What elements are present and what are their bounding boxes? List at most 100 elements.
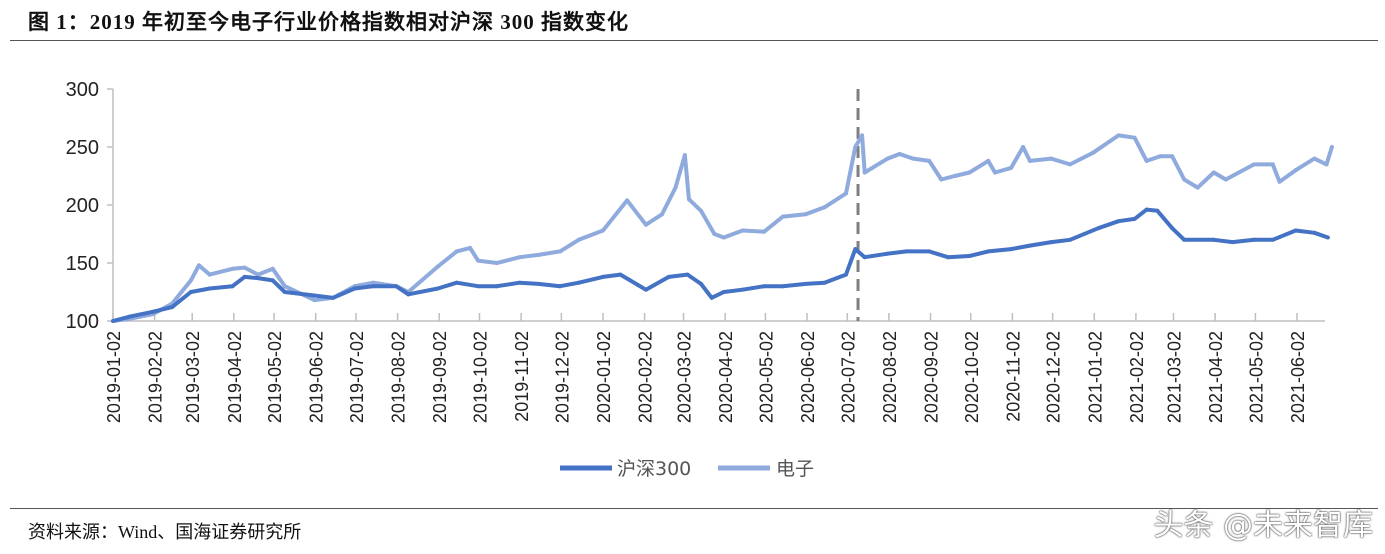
data-point [312, 293, 317, 298]
data-point [1132, 216, 1137, 221]
x-axis: 2019-01-02 2019-02-02 2019-03-02 2019-04-02… [104, 313, 1325, 423]
data-point [780, 284, 785, 289]
data-point [945, 255, 950, 260]
y-tick-label: 300 [66, 79, 99, 101]
series-line-hs300 [112, 207, 1329, 323]
data-point [558, 249, 563, 254]
data-point [494, 284, 499, 289]
x-tick-label: 2020-04-02 [716, 331, 736, 423]
data-point [822, 280, 827, 285]
data-point [1195, 185, 1200, 190]
data-point [282, 284, 287, 289]
x-tick-label: 2020-02-02 [636, 331, 656, 423]
data-point [454, 280, 459, 285]
data-point [897, 151, 902, 156]
x-tick-label: 2019-12-02 [552, 331, 572, 423]
data-point [666, 274, 671, 279]
legend-label-hs300: 沪深300 [617, 458, 691, 480]
data-point [1293, 168, 1298, 173]
figure-title: 图 1：2019 年初至今电子行业价格指数相对沪深 300 指数变化 [28, 10, 629, 34]
data-point [853, 247, 858, 252]
data-point [517, 255, 522, 260]
data-point [1009, 247, 1014, 252]
data-point [927, 158, 932, 163]
data-point [1068, 237, 1073, 242]
x-tick-label: 2021-02-02 [1127, 331, 1147, 423]
data-point [371, 280, 376, 285]
data-point [394, 284, 399, 289]
data-point [1009, 165, 1014, 170]
data-point [1144, 207, 1149, 212]
legend-label-electronics: 电子 [776, 458, 814, 480]
y-tick-label: 200 [66, 195, 99, 217]
data-point [1182, 237, 1187, 242]
data-point [1270, 237, 1275, 242]
x-tick-label: 2020-01-02 [594, 331, 614, 423]
data-point [618, 272, 623, 277]
data-point [1312, 230, 1317, 235]
data-point [312, 298, 317, 303]
data-point [1027, 158, 1032, 163]
data-point [1211, 170, 1216, 175]
data-point [1312, 156, 1317, 161]
data-point [1324, 162, 1329, 167]
x-tick-label: 2019-01-02 [104, 331, 124, 423]
data-point [843, 191, 848, 196]
data-point [517, 280, 522, 285]
data-point [536, 281, 541, 286]
source-note: 资料来源：Wind、国海证券研究所 [28, 522, 302, 542]
data-point [862, 170, 867, 175]
data-point [721, 235, 726, 240]
data-point [1252, 162, 1257, 167]
data-point [230, 284, 235, 289]
legend: 沪深300 电子 [560, 458, 814, 480]
data-point [1211, 237, 1216, 242]
data-point [1116, 133, 1121, 138]
data-point [270, 278, 275, 283]
data-point [780, 214, 785, 219]
data-point [1170, 226, 1175, 231]
data-point [712, 232, 717, 236]
data-point [822, 205, 827, 210]
x-tick-label: 2020-10-02 [962, 331, 982, 423]
data-point [698, 281, 703, 286]
y-tick-label: 150 [66, 253, 99, 275]
data-point [255, 272, 260, 277]
data-point [282, 290, 287, 294]
data-point [1021, 145, 1026, 149]
data-point [643, 222, 648, 227]
data-point [188, 278, 193, 283]
data-point [576, 280, 581, 285]
data-point [698, 208, 703, 213]
x-tick-label: 2019-08-02 [389, 331, 409, 423]
data-point [476, 284, 481, 289]
data-point [685, 272, 690, 277]
data-point [406, 292, 411, 297]
data-point [170, 305, 175, 310]
data-point [1158, 154, 1163, 159]
data-point [952, 174, 957, 178]
x-tick-label: 2020-09-02 [922, 331, 942, 423]
data-point [255, 276, 260, 281]
data-point [762, 229, 767, 234]
series-lines [111, 89, 1334, 323]
data-point [673, 185, 678, 190]
data-point [454, 249, 459, 254]
x-tick-label: 2019-05-02 [265, 331, 285, 423]
title-divider [10, 40, 1378, 41]
data-point [803, 212, 808, 217]
data-point [967, 170, 972, 175]
x-tick-label: 2019-10-02 [470, 331, 490, 423]
data-point [939, 177, 944, 182]
data-point [476, 258, 481, 263]
x-tick-label: 2019-06-02 [307, 331, 327, 423]
data-point [207, 286, 212, 291]
x-tick-label: 2020-06-02 [798, 331, 818, 423]
x-tick-label: 2020-07-02 [838, 331, 858, 423]
data-point [242, 265, 247, 270]
data-point [721, 290, 726, 294]
data-point [352, 286, 357, 291]
x-tick-label: 2021-06-02 [1288, 331, 1308, 423]
x-tick-label: 2021-04-02 [1206, 331, 1226, 423]
data-point [230, 266, 235, 271]
